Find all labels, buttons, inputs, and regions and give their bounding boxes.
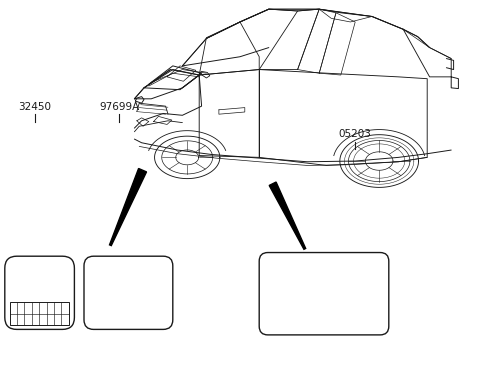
Text: 97699A: 97699A (99, 102, 139, 112)
Polygon shape (109, 168, 146, 246)
Bar (10, 302, 69, 325)
Text: 05203: 05203 (339, 129, 372, 139)
Text: 32450: 32450 (18, 102, 51, 112)
FancyBboxPatch shape (84, 256, 173, 329)
FancyBboxPatch shape (5, 256, 74, 329)
Polygon shape (269, 182, 306, 249)
FancyBboxPatch shape (259, 253, 389, 335)
